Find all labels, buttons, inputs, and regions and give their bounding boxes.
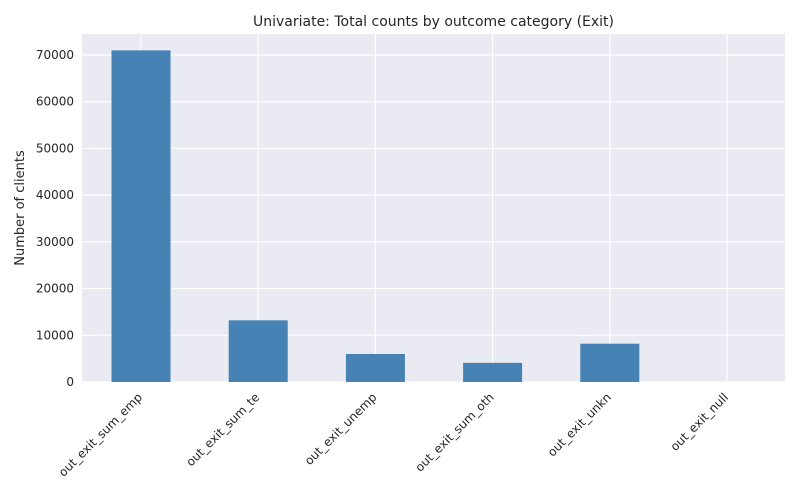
x-tick-label: out_exit_sum_emp <box>56 390 145 479</box>
y-tick-label: 0 <box>66 375 74 389</box>
y-tick-label: 70000 <box>36 48 74 62</box>
x-tick-label: out_exit_sum_oth <box>412 390 496 474</box>
x-tick-label: out_exit_null <box>668 390 732 454</box>
x-tick-label: out_exit_unemp <box>302 390 380 468</box>
chart-title: Univariate: Total counts by outcome cate… <box>253 14 614 30</box>
y-tick-label: 40000 <box>36 188 74 202</box>
y-tick-label: 50000 <box>36 141 74 155</box>
y-axis-ticks: 0 10000 20000 30000 40000 50000 60000 70000 <box>36 48 74 389</box>
y-tick-label: 20000 <box>36 282 74 296</box>
grid-lines <box>82 34 785 383</box>
bar-out_exit_unemp <box>345 353 405 382</box>
bars <box>111 50 640 382</box>
y-tick-label: 10000 <box>36 328 74 342</box>
y-axis-label: Number of clients <box>13 150 28 266</box>
y-tick-label: 60000 <box>36 95 74 109</box>
x-axis-ticks: out_exit_sum_emp out_exit_sum_te out_exit_… <box>56 390 731 479</box>
x-tick-label: out_exit_unkn <box>545 390 614 459</box>
bar-out_exit_sum_te <box>228 320 288 382</box>
x-tick-label: out_exit_sum_te <box>183 390 262 469</box>
y-tick-label: 30000 <box>36 235 74 249</box>
bar-out_exit_sum_emp <box>111 50 171 382</box>
bar-out_exit_sum_oth <box>463 362 523 382</box>
plot-area <box>82 34 785 382</box>
bar-out_exit_unkn <box>580 343 640 382</box>
